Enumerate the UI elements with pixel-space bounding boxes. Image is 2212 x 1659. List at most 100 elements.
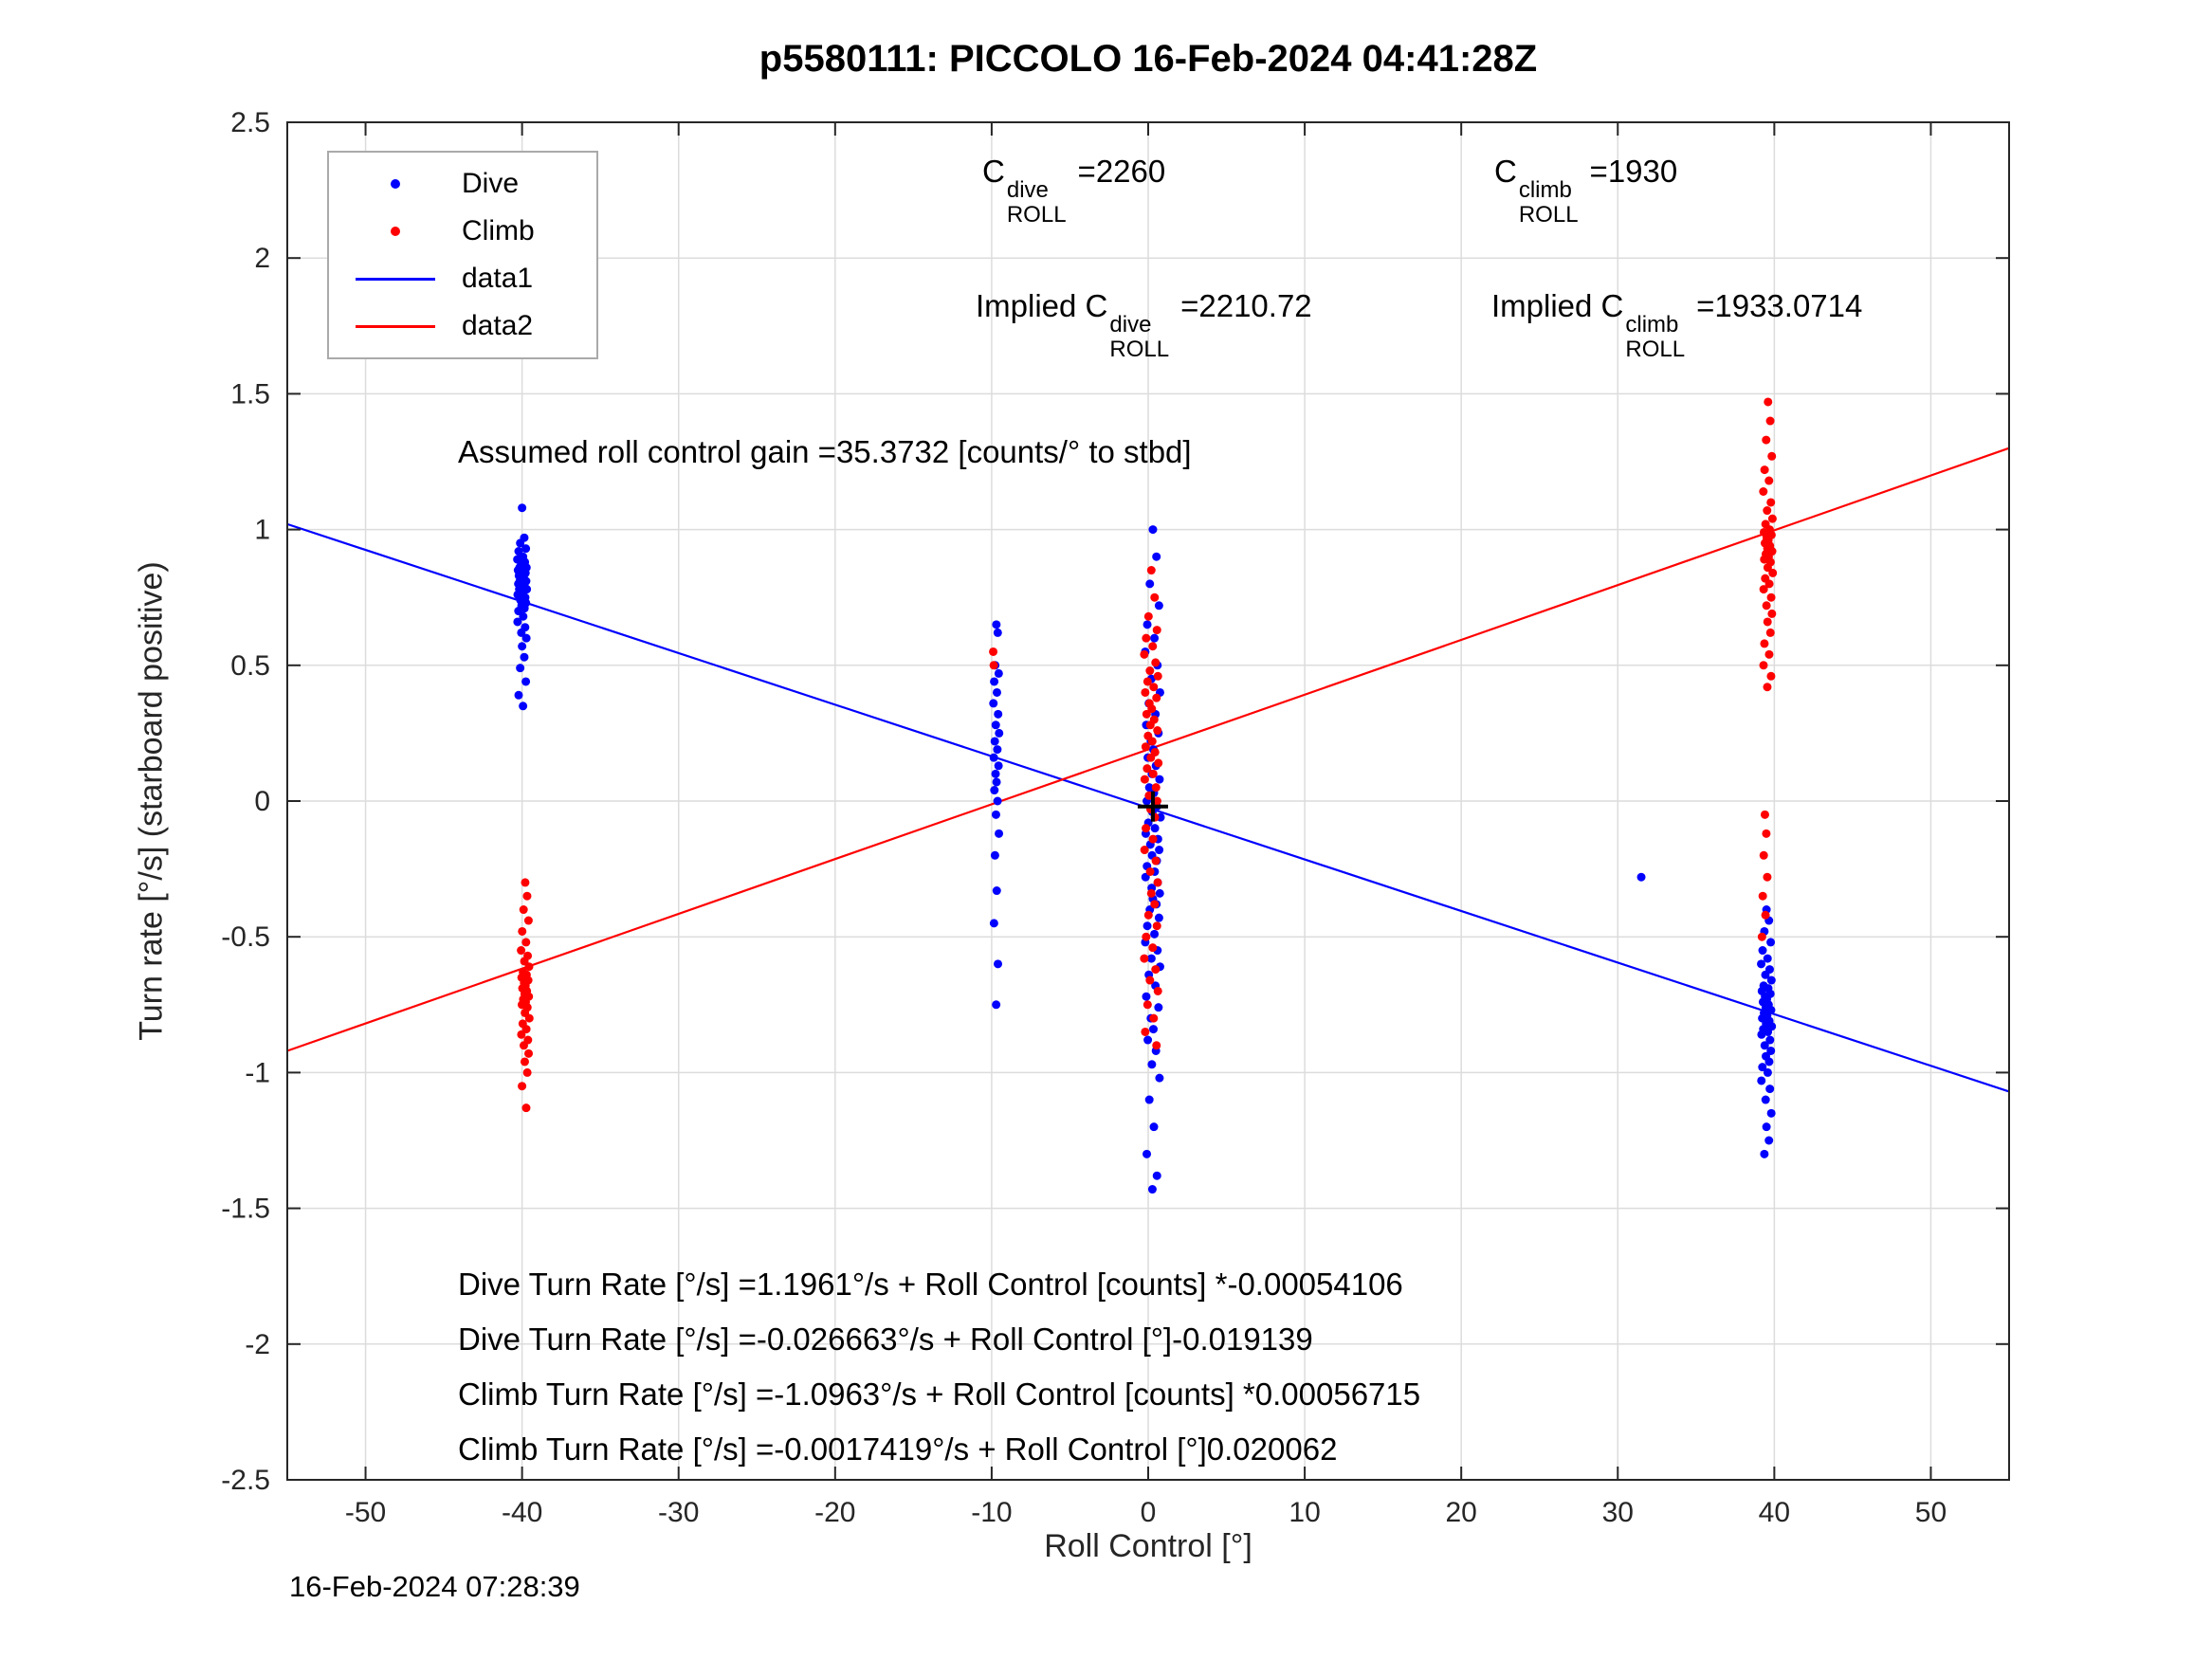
dive-point — [1760, 1041, 1769, 1050]
x-tick-label: 10 — [1289, 1497, 1320, 1528]
climb-point — [1764, 476, 1774, 485]
dive-point — [514, 690, 523, 700]
climb-point — [521, 1025, 531, 1034]
climb-point — [1145, 666, 1155, 676]
legend-label: data1 — [462, 263, 534, 294]
legend-label: data2 — [462, 310, 534, 341]
c-value: =2260 — [1077, 154, 1166, 189]
climb-point — [1757, 932, 1766, 941]
climb-point — [1767, 451, 1777, 461]
climb-point — [1147, 704, 1157, 714]
climb-point — [1140, 649, 1149, 659]
y-tick-label: -2.5 — [221, 1465, 270, 1496]
dive-point — [521, 677, 531, 686]
dive-point — [995, 728, 1004, 738]
dive-point — [992, 620, 1001, 629]
climb-point — [1146, 753, 1156, 762]
dive-point — [1147, 1060, 1157, 1069]
climb-point — [1146, 566, 1156, 575]
climb-point — [1153, 878, 1162, 887]
dive-point — [1757, 1076, 1766, 1085]
climb-point — [1765, 628, 1775, 637]
c-sup-sub: dive ROLL — [1006, 177, 1067, 228]
dive-point — [1760, 1149, 1769, 1158]
dive-marker-icon — [329, 179, 462, 189]
climb-marker-icon — [329, 227, 462, 236]
climb-point — [1762, 829, 1771, 838]
dive-point — [994, 959, 1003, 969]
climb-point — [1142, 633, 1151, 643]
climb-point — [1760, 810, 1769, 819]
legend-item-climb: Climb — [329, 208, 596, 255]
climb-point — [1143, 677, 1152, 686]
dive-point — [1147, 1185, 1157, 1194]
climb-point — [1151, 856, 1161, 866]
dive-point — [1145, 579, 1155, 589]
y-tick-label: 2.5 — [230, 107, 270, 138]
climb-point — [521, 1103, 531, 1113]
c-sup-sub: dive ROLL — [1109, 312, 1170, 362]
c-value: =1930 — [1589, 154, 1678, 189]
y-tick-label: -2 — [245, 1329, 270, 1360]
dive-point — [1148, 525, 1158, 535]
climb-point — [517, 1030, 526, 1039]
climb-point — [1148, 834, 1158, 844]
dive-point — [994, 709, 1003, 719]
climb-point — [1140, 775, 1149, 784]
dive-point — [1636, 872, 1646, 882]
climb-point — [1148, 769, 1158, 778]
climb-point — [522, 1067, 532, 1077]
x-tick-label: -50 — [345, 1497, 386, 1528]
dive-point — [521, 633, 531, 643]
climb-point — [1148, 642, 1158, 651]
x-tick-label: 0 — [1141, 1497, 1157, 1528]
climb-point — [1153, 726, 1162, 736]
climb-point — [1141, 1027, 1150, 1036]
dive-point — [1766, 1108, 1776, 1118]
dive-point — [990, 786, 999, 795]
dive-point — [1765, 1035, 1775, 1045]
climb-point — [1762, 435, 1771, 445]
dive-point — [991, 720, 1000, 730]
dive-point — [989, 919, 998, 928]
dive-point — [990, 677, 999, 686]
climb-point — [1143, 611, 1153, 621]
c-symbol: Implied C — [976, 288, 1108, 323]
legend: Dive Climb data1 data2 — [327, 151, 598, 359]
climb-point — [989, 647, 998, 656]
climb-point — [1759, 661, 1768, 670]
dive-point — [1152, 1171, 1161, 1180]
dive-point — [992, 777, 1001, 787]
climb-point — [1154, 758, 1163, 768]
climb-point — [1145, 975, 1155, 985]
dive-point — [992, 886, 1001, 896]
dive-point — [992, 687, 1001, 697]
dive-point — [1155, 846, 1164, 855]
dive-point — [1143, 620, 1152, 629]
climb-point — [520, 1057, 529, 1066]
dive-point — [1148, 1025, 1158, 1034]
climb-point — [1146, 888, 1156, 898]
climb-point — [1768, 568, 1778, 577]
dive-point — [516, 538, 525, 548]
dive-point — [513, 617, 522, 627]
climb-point — [1764, 579, 1774, 589]
climb-point — [1763, 683, 1772, 692]
climb-point — [1765, 416, 1775, 426]
dive-point — [1757, 1030, 1766, 1039]
climb-point — [1152, 626, 1161, 635]
dive-point — [993, 796, 1002, 806]
climb-point — [1148, 943, 1158, 953]
climb-point — [518, 926, 527, 936]
data1-line-icon — [329, 277, 462, 281]
x-axis-label: Roll Control [°] — [1044, 1528, 1252, 1564]
climb-point — [1763, 872, 1772, 882]
climb-point — [1767, 514, 1777, 523]
climb-point — [522, 891, 532, 901]
dive-point — [990, 737, 999, 746]
c-symbol: Implied C — [1491, 288, 1624, 323]
dive-point — [1763, 954, 1772, 963]
climb-point — [1151, 783, 1161, 793]
